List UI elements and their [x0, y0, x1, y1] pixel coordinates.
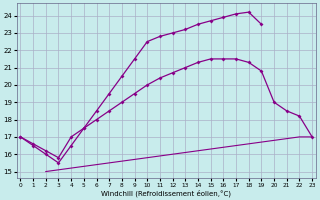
- X-axis label: Windchill (Refroidissement éolien,°C): Windchill (Refroidissement éolien,°C): [101, 189, 231, 197]
